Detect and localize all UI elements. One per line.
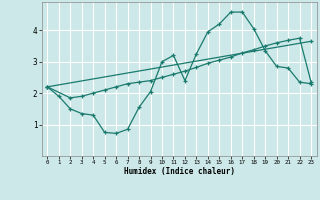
X-axis label: Humidex (Indice chaleur): Humidex (Indice chaleur): [124, 167, 235, 176]
